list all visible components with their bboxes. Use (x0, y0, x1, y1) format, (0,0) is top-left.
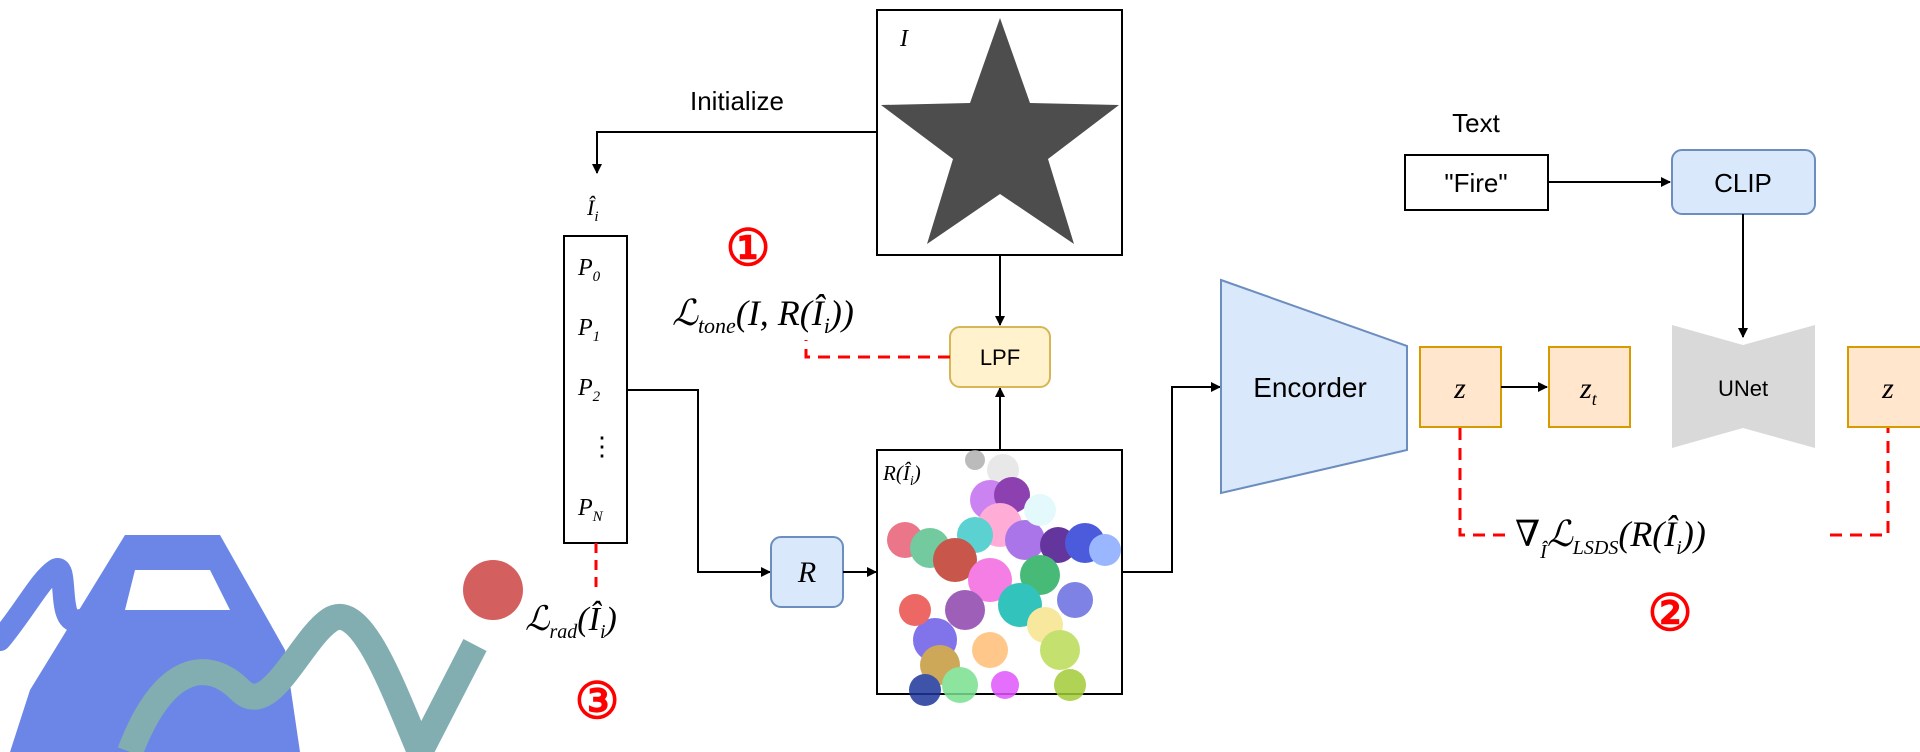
prompt-label: "Fire" (1444, 168, 1507, 198)
param-item-0: P0 (577, 255, 601, 285)
clip-label: CLIP (1714, 168, 1772, 198)
marker-2: ② (1648, 585, 1693, 641)
text-input-label: Text (1452, 108, 1500, 138)
input-image-label: I (899, 26, 909, 52)
encoder-label: Encorder (1253, 372, 1367, 403)
image-to-encoder-arrow (1122, 382, 1221, 573)
renderer-label: R (797, 556, 816, 589)
param-item-1: P1 (577, 315, 600, 345)
initialize-label: Initialize (690, 86, 784, 116)
param-to-renderer-arrow (627, 389, 771, 577)
marker-3: ③ (575, 673, 620, 729)
marker-1: ① (726, 220, 771, 276)
lsds-loss-dash (1458, 428, 1890, 537)
predicted-latent-box (1847, 346, 1920, 428)
param-item-ellipsis: ⋮ (589, 432, 615, 461)
rendered-primitives (887, 450, 1121, 706)
star-shape (881, 18, 1119, 244)
tone-loss-label: ℒtone(I, R(Îi)) (672, 293, 854, 338)
param-set-label: Îi (586, 195, 599, 225)
encoder-block (1220, 278, 1408, 495)
latent-z-label: z (1453, 372, 1466, 405)
latent-z-box (1419, 346, 1502, 428)
param-item-2: P2 (577, 375, 601, 405)
lsds-loss-label: ∇ÎℒLSDS(R(Îi)) (1515, 514, 1706, 563)
rendered-image-label: R(Îi) (882, 461, 921, 489)
unet-block (1672, 325, 1815, 448)
lpf-label: LPF (980, 345, 1020, 370)
predicted-latent-label: z (1881, 372, 1894, 405)
logo-graphic (0, 535, 523, 752)
rad-loss-label: ℒrad(Îi) (525, 601, 617, 643)
prompt-box (1404, 154, 1549, 211)
noisy-latent-label: zt (1579, 372, 1598, 409)
param-item-n: PN (577, 495, 604, 525)
noisy-latent-box (1548, 346, 1631, 428)
parameter-list: P0 P1 P2 ⋮ PN (577, 255, 615, 525)
unet-label: UNet (1718, 376, 1768, 401)
tone-loss-dash (804, 340, 950, 359)
initialize-arrow (592, 131, 877, 174)
